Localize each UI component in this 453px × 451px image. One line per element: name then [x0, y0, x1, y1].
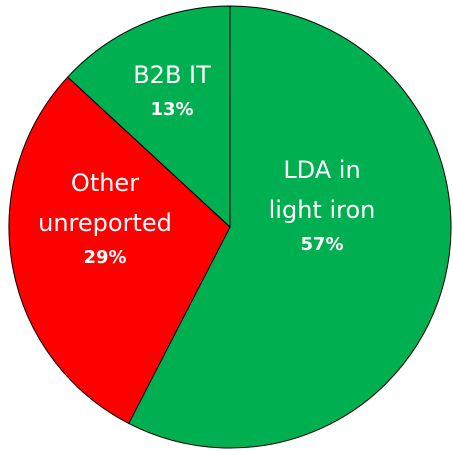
category-label: B2B IT	[133, 61, 211, 89]
category-label: Other unreported	[38, 169, 172, 237]
pie-slice	[66, 5, 231, 229]
value-label: 57%	[300, 234, 344, 255]
slice-label: B2B IT 13%	[112, 55, 232, 125]
value-label: 13%	[150, 99, 194, 120]
category-label: LDA in light iron	[268, 156, 376, 224]
slice-label: Other unreported 29%	[25, 163, 185, 273]
value-label: 29%	[83, 247, 127, 268]
pie-slice	[8, 76, 231, 425]
pie-slice	[128, 5, 452, 449]
slice-label: LDA in light iron 57%	[257, 150, 387, 260]
